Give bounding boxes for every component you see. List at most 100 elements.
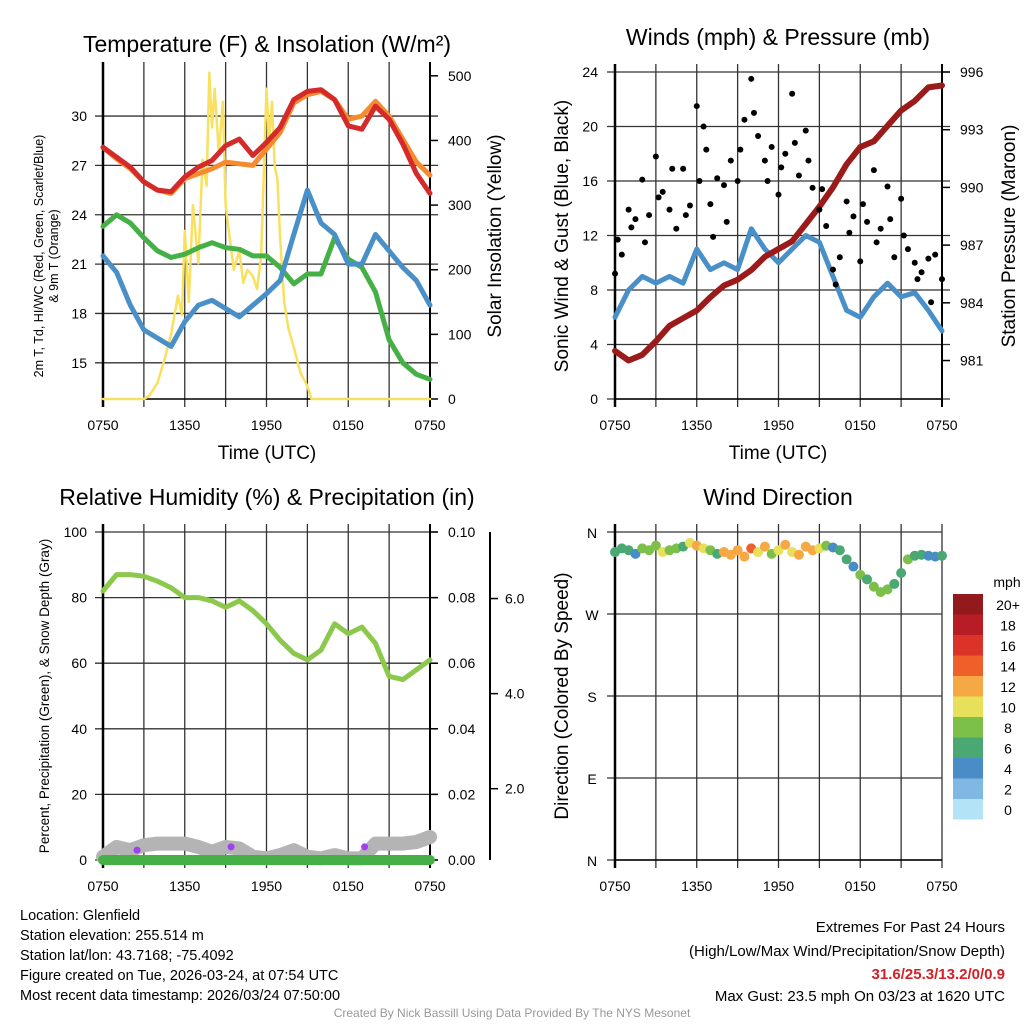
y-tick-label: 20: [582, 119, 598, 135]
plot-grid: [607, 524, 943, 868]
y-right-tick-label: 500: [448, 68, 472, 84]
gust-point: [830, 266, 836, 273]
y-right-tick-label: 0.06: [448, 655, 475, 671]
x-tick-label: 0750: [87, 417, 118, 433]
gust-point: [870, 167, 877, 174]
snow-depth-tick-label: 6.0: [505, 591, 525, 607]
gust-point: [737, 146, 744, 153]
gust-point: [655, 194, 662, 201]
footer-recent-timestamp: Most recent data timestamp: 2026/03/24 0…: [20, 988, 341, 1004]
colorbar-label: 4: [1004, 761, 1012, 777]
plot-grid: [95, 62, 438, 407]
wind-direction-point: [882, 584, 893, 595]
colorbar-bin: [953, 717, 983, 738]
gust-point: [680, 165, 687, 172]
wind-direction-point: [630, 548, 641, 559]
y-tick-label: 24: [71, 207, 87, 223]
gust-point: [646, 212, 653, 219]
gust-point: [641, 239, 648, 246]
footer-latlon: Station lat/lon: 43.7168; -75.4092: [20, 948, 234, 964]
gust-point: [628, 224, 635, 231]
wind-direction-point: [868, 581, 879, 592]
gust-point: [925, 255, 932, 262]
x-tick-label: 0750: [414, 417, 445, 433]
series-line-blue: [100, 187, 433, 349]
y-right-tick-label: 0.08: [448, 590, 475, 606]
wind-direction-point: [896, 568, 907, 578]
gust-point: [911, 259, 918, 266]
y-tick-label: 100: [64, 524, 88, 540]
gust-point: [884, 183, 891, 190]
footer-location: Location: Glenfield: [20, 908, 141, 924]
footer-elevation: Station elevation: 255.514 m: [20, 928, 204, 944]
y-right-tick-label: 981: [960, 353, 984, 369]
gust-point: [805, 157, 812, 164]
wind-direction-point: [841, 554, 852, 565]
y-right-tick-label: 996: [960, 64, 984, 80]
x-tick-label: 0750: [87, 878, 118, 894]
y-right-tick-label: 100: [448, 326, 472, 342]
colorbar-label: 2: [1004, 782, 1012, 798]
gust-point: [666, 206, 673, 213]
gust-point: [707, 201, 714, 208]
y-tick-label: 16: [582, 173, 598, 189]
gust-point: [639, 176, 646, 183]
gust-point: [723, 218, 730, 225]
wind-direction-point: [739, 551, 750, 562]
x-tick-label: 0750: [414, 878, 445, 894]
colorbar-bin: [953, 758, 983, 779]
gust-point: [873, 239, 880, 246]
y-right-tick-label: 987: [960, 237, 984, 253]
y-tick-label: 4: [590, 337, 598, 353]
gust-point: [791, 139, 798, 146]
chart-title-winds: Winds (mph) & Pressure (mb): [626, 24, 930, 50]
y-tick-label: 18: [71, 305, 87, 321]
gust-point: [778, 164, 785, 171]
y-right-tick-label: 993: [960, 122, 984, 138]
extremes-values: 31.6/25.3/13.2/0/0.9: [871, 966, 1005, 983]
gust-point: [816, 206, 823, 213]
gust-point: [932, 251, 939, 258]
y-tick-label: 60: [71, 655, 87, 671]
y-right-axis-label: Solar Insolation (Yellow): [485, 134, 506, 337]
series-line-green: [100, 212, 433, 382]
y-axis-label: 2m T, Td, HI/WC (Red, Green, Scarlet/Blu…: [32, 135, 46, 378]
x-tick-label: 0150: [333, 417, 364, 433]
gust-point: [891, 254, 898, 261]
gust-point: [877, 225, 884, 232]
x-tick-label: 0750: [599, 878, 630, 894]
colorbar-title: mph: [993, 574, 1020, 590]
x-tick-label: 0750: [599, 417, 630, 433]
colorbar-label: 20+: [996, 597, 1020, 613]
y-tick-label: N: [587, 853, 597, 869]
gust-point: [857, 258, 864, 265]
colorbar-label: 12: [1000, 679, 1016, 695]
gust-point: [755, 133, 762, 140]
colorbar-bin: [953, 594, 983, 615]
x-tick-label: 1350: [681, 878, 712, 894]
gust-point: [832, 281, 839, 288]
y-axis-label-2: & 9m T (Orange): [47, 209, 61, 302]
y-right-tick-label: 200: [448, 262, 472, 278]
precip-marker: [227, 843, 235, 851]
chart-title-humidity: Relative Humidity (%) & Precipitation (i…: [59, 484, 474, 510]
plot-grid: [95, 524, 438, 868]
gust-point: [632, 216, 639, 223]
gust-point: [795, 172, 802, 179]
colorbar-label: 0: [1004, 802, 1012, 818]
colorbar-bin: [953, 676, 983, 697]
gust-point: [748, 75, 755, 82]
gust-point: [652, 153, 659, 160]
gust-point: [612, 270, 618, 277]
y-tick-label: S: [587, 689, 596, 705]
colorbar-label: 6: [1004, 741, 1012, 757]
gust-point: [764, 178, 771, 184]
gust-point: [850, 213, 857, 220]
y-tick-label: 24: [582, 64, 598, 80]
wind-direction-point: [732, 545, 743, 556]
wind-direction-point: [759, 541, 770, 552]
extremes-title: Extremes For Past 24 Hours: [815, 919, 1005, 936]
gust-point: [782, 150, 789, 157]
colorbar-bin: [953, 737, 983, 758]
gust-point: [693, 103, 700, 110]
